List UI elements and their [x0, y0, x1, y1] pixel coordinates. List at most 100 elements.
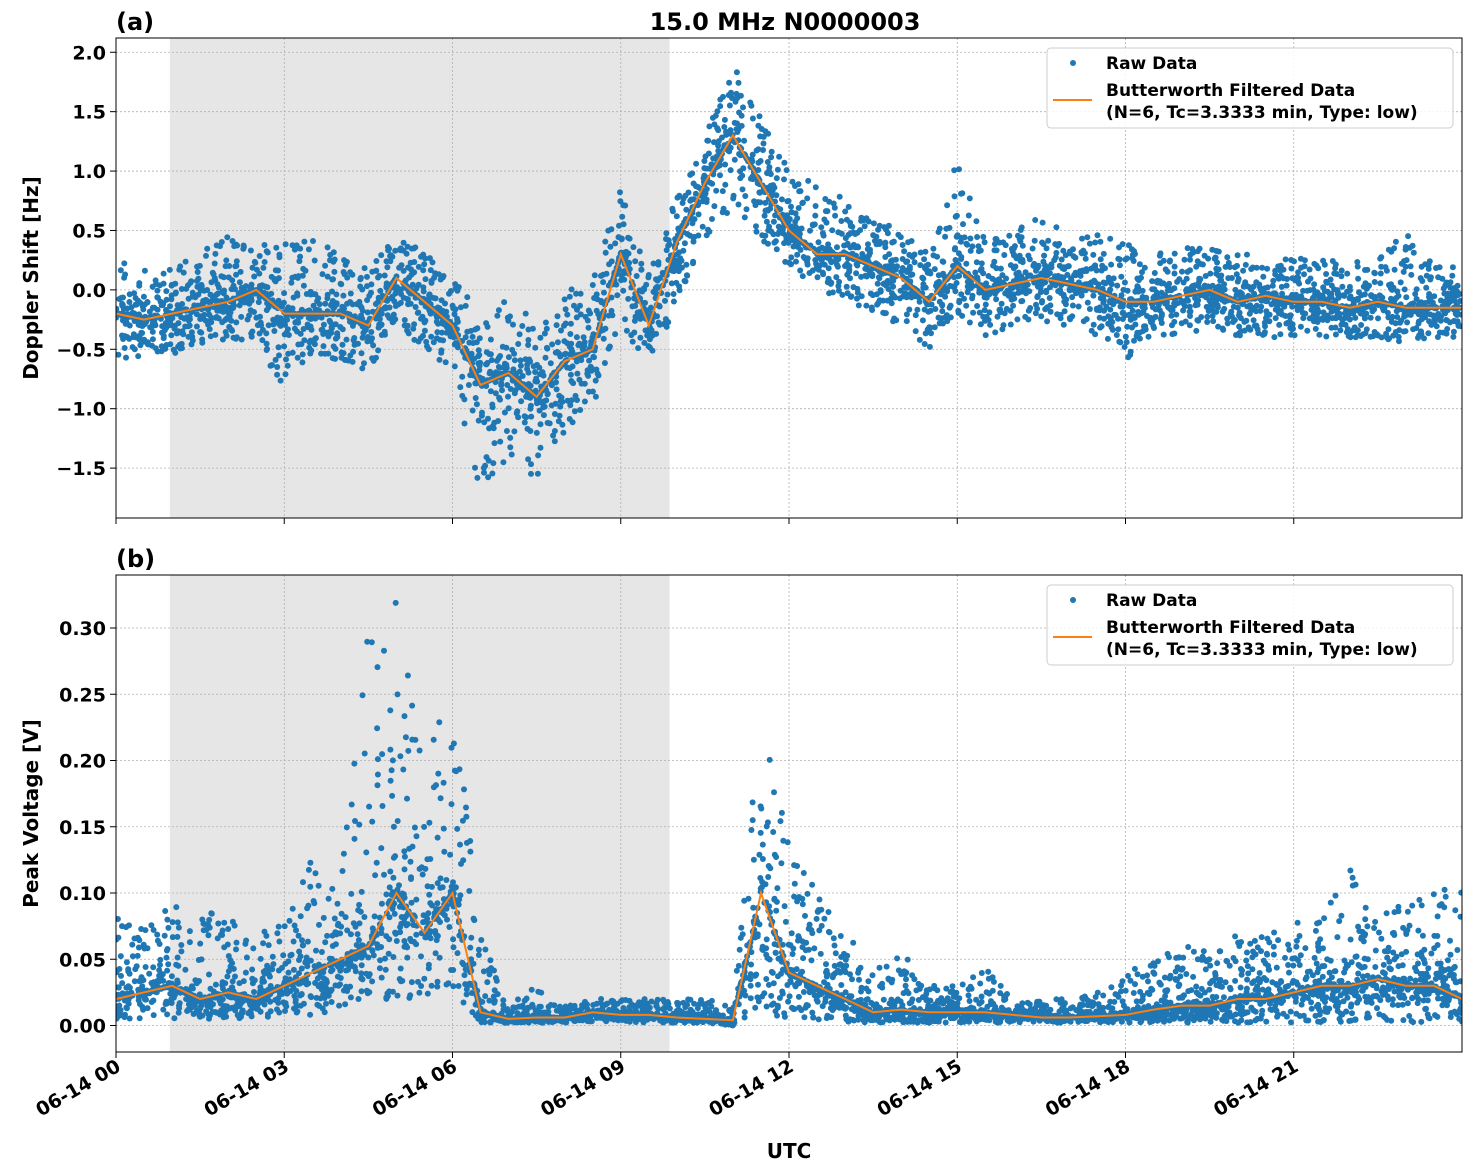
raw-point [135, 297, 141, 304]
raw-point [160, 270, 167, 277]
raw-point [295, 341, 302, 348]
raw-point [602, 249, 609, 256]
raw-point [505, 393, 511, 400]
raw-point [1179, 268, 1185, 275]
raw-point [344, 300, 351, 307]
raw-point [187, 279, 194, 286]
raw-point [670, 291, 677, 297]
raw-point [373, 258, 380, 264]
raw-point [154, 294, 161, 301]
raw-point [1308, 301, 1315, 308]
raw-point [1253, 264, 1260, 271]
raw-point [1123, 339, 1130, 346]
raw-point [760, 133, 767, 140]
raw-point [161, 932, 168, 939]
raw-point [139, 330, 146, 336]
raw-point [400, 239, 407, 246]
raw-point [544, 419, 551, 426]
raw-point [839, 291, 846, 298]
raw-point [1096, 304, 1103, 311]
raw-point [1046, 264, 1053, 270]
raw-point [903, 311, 910, 318]
raw-point [1031, 237, 1038, 244]
raw-point [245, 1010, 252, 1017]
raw-point [974, 303, 981, 309]
raw-point [281, 343, 288, 350]
raw-point [174, 302, 181, 309]
raw-point [881, 280, 888, 287]
raw-point [567, 331, 574, 337]
raw-point [476, 352, 483, 358]
raw-point [197, 316, 204, 322]
raw-point [162, 908, 169, 914]
raw-point [1111, 311, 1118, 318]
raw-point [571, 302, 577, 309]
raw-point [401, 317, 408, 323]
raw-point [427, 267, 434, 274]
raw-point [619, 213, 626, 220]
raw-point [238, 313, 245, 320]
raw-point [412, 304, 419, 310]
raw-point [1443, 317, 1450, 323]
raw-point [269, 362, 275, 368]
raw-point [673, 213, 680, 220]
raw-point [358, 350, 365, 357]
raw-point [783, 167, 790, 174]
raw-point [232, 973, 238, 980]
raw-point [1258, 287, 1265, 294]
raw-point [618, 277, 625, 284]
raw-point [226, 1005, 233, 1012]
raw-point [1296, 280, 1303, 287]
raw-point [257, 955, 264, 962]
raw-point [1342, 321, 1349, 328]
raw-point [1014, 316, 1021, 323]
raw-point [888, 300, 895, 307]
raw-point [525, 342, 532, 348]
raw-point [1158, 320, 1165, 326]
raw-point [874, 280, 881, 287]
raw-point [819, 269, 826, 276]
raw-point [1151, 325, 1157, 331]
raw-point [479, 409, 485, 416]
raw-point [829, 227, 836, 234]
raw-point [835, 287, 842, 294]
raw-point [792, 218, 799, 225]
raw-point [958, 190, 964, 197]
raw-point [727, 144, 734, 151]
raw-point [294, 354, 301, 361]
y-tick-label: 2.0 [72, 42, 106, 64]
raw-point [1199, 261, 1206, 268]
raw-point [709, 114, 716, 121]
raw-point [1113, 332, 1120, 338]
raw-point [1449, 264, 1456, 271]
raw-point [1360, 311, 1367, 318]
raw-point [1022, 284, 1029, 291]
raw-point [1209, 282, 1216, 289]
raw-point [306, 344, 313, 351]
raw-point [462, 302, 469, 309]
raw-point [1091, 277, 1098, 284]
raw-point [160, 332, 167, 339]
raw-point [1213, 247, 1220, 254]
raw-point [123, 959, 130, 966]
raw-point [689, 170, 696, 177]
raw-point [1139, 294, 1146, 300]
raw-point [1316, 331, 1323, 338]
panel-doppler: −1.5−1.0−0.50.00.51.01.52.0(a)Doppler Sh… [19, 8, 1463, 524]
raw-point [1312, 325, 1319, 332]
raw-point [861, 223, 868, 230]
raw-point [683, 272, 690, 279]
raw-point [760, 147, 766, 153]
raw-point [1370, 333, 1377, 340]
raw-point [734, 120, 740, 127]
raw-point [136, 1001, 143, 1007]
raw-point [148, 980, 155, 986]
raw-point [501, 409, 508, 416]
raw-point [291, 922, 298, 929]
raw-point [786, 216, 793, 222]
raw-point [1264, 284, 1271, 291]
raw-point [1350, 296, 1357, 303]
raw-point [1171, 263, 1178, 270]
raw-point [492, 390, 499, 397]
raw-point [1244, 251, 1250, 258]
